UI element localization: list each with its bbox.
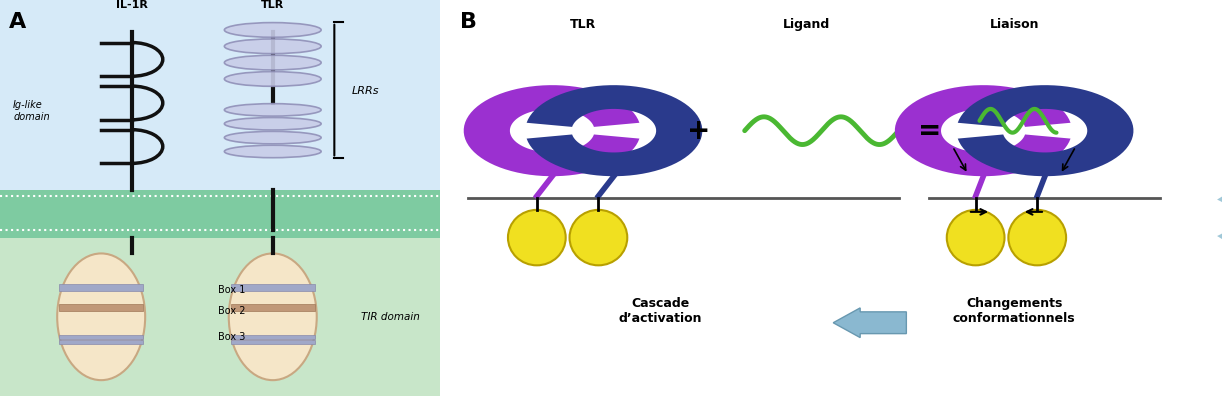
Text: Cascade
d’activation: Cascade d’activation (618, 297, 701, 325)
Bar (231, 340, 314, 344)
Text: Ig-like
domain: Ig-like domain (13, 100, 50, 122)
Ellipse shape (225, 118, 321, 130)
Text: IL-1R: IL-1R (116, 0, 148, 10)
Polygon shape (958, 85, 1133, 176)
Ellipse shape (225, 131, 321, 144)
Text: Box 3: Box 3 (218, 332, 246, 343)
Ellipse shape (225, 55, 321, 70)
Polygon shape (895, 85, 1070, 176)
Text: A: A (9, 12, 26, 32)
Text: Ligand: Ligand (782, 18, 830, 31)
Bar (231, 304, 314, 311)
Ellipse shape (225, 39, 321, 53)
Text: Box 1: Box 1 (218, 285, 246, 295)
Text: TLR: TLR (262, 0, 285, 10)
Bar (60, 335, 143, 339)
Ellipse shape (947, 210, 1004, 265)
Bar (60, 284, 143, 291)
Text: Liaison: Liaison (990, 18, 1039, 31)
Text: Box 2: Box 2 (218, 306, 246, 316)
Bar (60, 304, 143, 311)
Text: B: B (459, 12, 477, 32)
Text: =: = (918, 117, 941, 145)
Polygon shape (1217, 178, 1222, 257)
Ellipse shape (569, 210, 627, 265)
Text: LRRs: LRRs (352, 86, 380, 96)
Text: TIR domain: TIR domain (360, 312, 419, 322)
Bar (60, 340, 143, 344)
Ellipse shape (225, 23, 321, 37)
Bar (231, 335, 314, 339)
Polygon shape (527, 85, 703, 176)
Ellipse shape (225, 104, 321, 116)
FancyBboxPatch shape (0, 190, 440, 238)
Bar (231, 284, 314, 291)
Ellipse shape (225, 145, 321, 158)
FancyBboxPatch shape (0, 238, 440, 396)
FancyArrow shape (833, 308, 907, 337)
Text: Changements
conformationnels: Changements conformationnels (953, 297, 1075, 325)
Ellipse shape (508, 210, 566, 265)
Polygon shape (464, 85, 639, 176)
Ellipse shape (225, 72, 321, 86)
Text: TLR: TLR (569, 18, 596, 31)
Text: +: + (687, 117, 710, 145)
FancyBboxPatch shape (0, 0, 440, 190)
Ellipse shape (57, 253, 145, 380)
Ellipse shape (229, 253, 316, 380)
Ellipse shape (1008, 210, 1066, 265)
